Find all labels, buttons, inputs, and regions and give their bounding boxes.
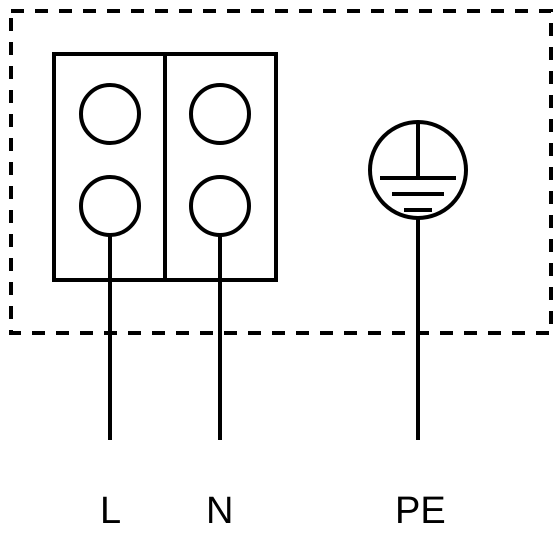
wiring-diagram: L N PE bbox=[0, 0, 560, 543]
diagram-svg bbox=[0, 0, 560, 543]
label-N: N bbox=[206, 490, 233, 533]
terminal-circle-N-bottom bbox=[191, 177, 249, 235]
outer-dashed-box bbox=[11, 11, 551, 333]
terminal-circle-L-top bbox=[81, 85, 139, 143]
label-PE: PE bbox=[395, 490, 446, 533]
terminal-circle-L-bottom bbox=[81, 177, 139, 235]
label-L: L bbox=[100, 490, 121, 533]
terminal-circle-N-top bbox=[191, 85, 249, 143]
